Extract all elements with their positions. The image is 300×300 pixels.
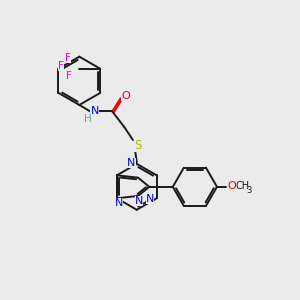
Text: N: N [114,198,123,208]
Text: 3: 3 [247,186,252,195]
Text: CH: CH [236,181,250,191]
Text: N: N [91,106,99,116]
Text: F: F [58,61,64,71]
Text: F: F [66,71,72,81]
Text: O: O [121,91,130,101]
Text: N: N [135,196,143,206]
Text: N: N [127,158,136,168]
Text: N: N [146,194,154,204]
Text: O: O [227,181,236,191]
Text: H: H [84,114,92,124]
Text: S: S [134,140,142,152]
Text: F: F [65,52,71,62]
